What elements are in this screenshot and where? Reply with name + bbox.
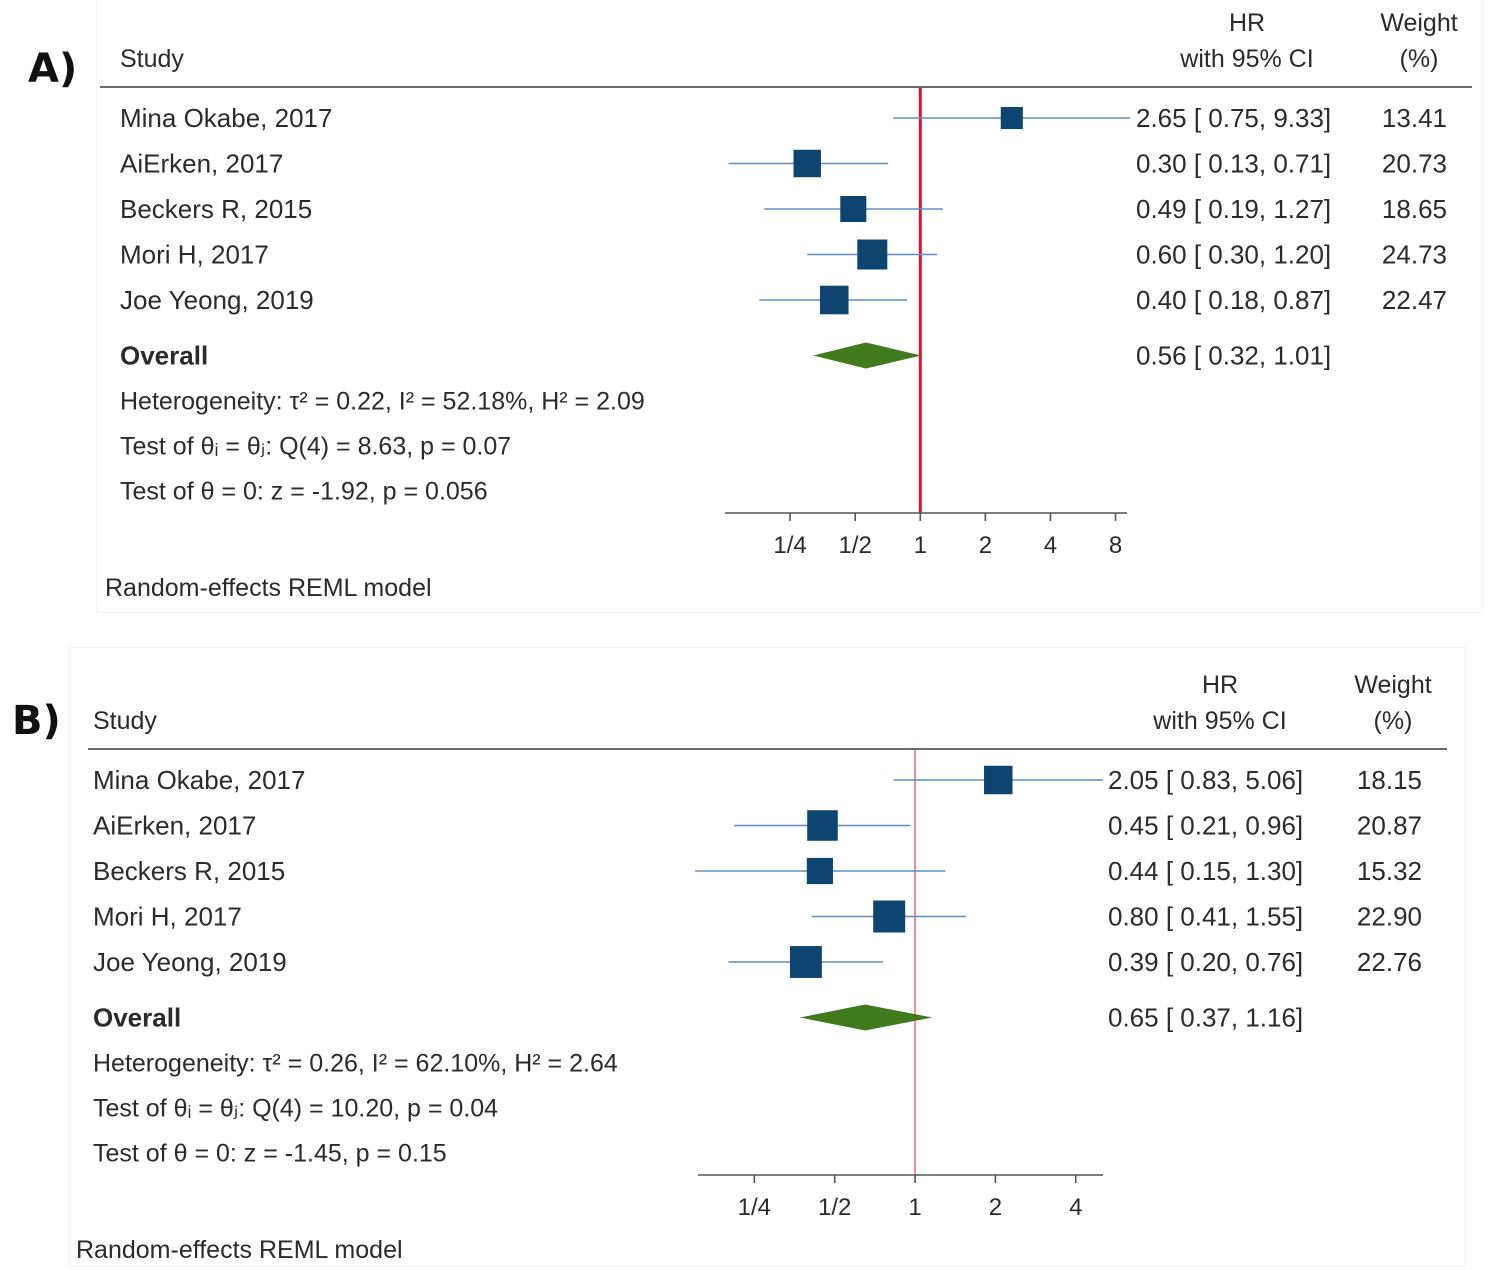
weight-value: 20.73 (1382, 149, 1447, 179)
study-label: AiErken, 2017 (120, 149, 283, 179)
heterogeneity-text: Heterogeneity: τ² = 0.26, I² = 62.10%, H… (93, 1050, 618, 1078)
hr-ci-value: 0.80 [ 0.41, 1.55] (1108, 902, 1303, 932)
forest-plot-b-svg: Study HR with 95% CI Weight (%) Mina Okabe, 2… (76, 671, 1447, 1264)
study-marker (1000, 106, 1023, 130)
study-label: Beckers R, 2015 (93, 856, 285, 886)
test-q-text: Test of θᵢ = θⱼ: Q(4) = 10.20, p = 0.04 (93, 1095, 498, 1123)
x-tick-label: 1/2 (818, 1194, 851, 1221)
study-marker (807, 810, 838, 841)
hr-ci-value: 0.49 [ 0.19, 1.27] (1136, 194, 1331, 224)
overall-label: Overall (120, 341, 208, 371)
study-marker (806, 857, 833, 885)
study-marker (840, 195, 867, 223)
x-tick-label: 1/2 (838, 532, 871, 559)
study-label: Joe Yeong, 2019 (120, 285, 314, 315)
x-tick-label: 1 (914, 532, 927, 559)
hr-ci-value: 2.65 [ 0.75, 9.33] (1136, 103, 1331, 133)
header-hr: HR (1202, 671, 1238, 699)
study-marker (873, 900, 906, 933)
weight-value: 22.90 (1357, 902, 1422, 932)
header-hr-ci: with 95% CI (1152, 707, 1286, 735)
forest-plot-a: Study HR with 95% CI Weight (%) Mina Okabe, 2… (97, 0, 1482, 612)
header-weight: Weight (1380, 9, 1457, 37)
x-tick-label: 4 (1069, 1194, 1082, 1221)
hr-ci-value: 0.45 [ 0.21, 0.96] (1108, 811, 1303, 841)
study-marker (984, 765, 1013, 795)
weight-value: 13.41 (1382, 103, 1447, 133)
study-marker (819, 285, 849, 315)
header-hr-ci: with 95% CI (1179, 45, 1313, 73)
x-tick-label: 1 (908, 1194, 921, 1221)
weight-value: 18.65 (1382, 194, 1447, 224)
weight-value: 18.15 (1357, 765, 1422, 795)
study-label: Mina Okabe, 2017 (120, 103, 332, 133)
study-label: Beckers R, 2015 (120, 194, 312, 224)
study-marker (793, 149, 821, 178)
hr-ci-value: 0.30 [ 0.13, 0.71] (1136, 149, 1331, 179)
hr-ci-value: 0.40 [ 0.18, 0.87] (1136, 285, 1331, 315)
panel-a-label: A) (28, 46, 78, 92)
weight-value: 20.87 (1357, 811, 1422, 841)
study-label: Mori H, 2017 (93, 902, 242, 932)
hr-ci-value: 0.60 [ 0.30, 1.20] (1136, 240, 1331, 270)
hr-ci-value: 2.05 [ 0.83, 5.06] (1108, 765, 1303, 795)
hr-ci-value: 0.39 [ 0.20, 0.76] (1108, 947, 1303, 977)
overall-diamond (799, 1004, 933, 1031)
heterogeneity-text: Heterogeneity: τ² = 0.22, I² = 52.18%, H… (120, 388, 645, 416)
test-z-text: Test of θ = 0: z = -1.45, p = 0.15 (93, 1140, 447, 1168)
overall-hr-ci: 0.56 [ 0.32, 1.01] (1136, 341, 1331, 371)
x-tick-label: 2 (989, 1194, 1002, 1221)
model-note: Random-effects REML model (105, 574, 432, 602)
hr-ci-value: 0.44 [ 0.15, 1.30] (1108, 856, 1303, 886)
study-label: Mori H, 2017 (120, 240, 269, 270)
model-note: Random-effects REML model (76, 1236, 403, 1264)
study-label: AiErken, 2017 (93, 811, 256, 841)
forest-plot-b: Study HR with 95% CI Weight (%) Mina Okabe, 2… (70, 648, 1465, 1266)
header-weight-pct: (%) (1374, 707, 1413, 735)
test-q-text: Test of θᵢ = θⱼ: Q(4) = 8.63, p = 0.07 (120, 433, 511, 461)
header-study: Study (93, 707, 157, 735)
forest-plot-a-svg: Study HR with 95% CI Weight (%) Mina Okabe, 2… (100, 9, 1472, 602)
panel-b-label: B) (12, 698, 61, 744)
header-weight: Weight (1354, 671, 1431, 699)
x-tick-label: 8 (1109, 532, 1122, 559)
test-z-text: Test of θ = 0: z = -1.92, p = 0.056 (120, 478, 488, 506)
header-study: Study (120, 45, 184, 73)
header-hr: HR (1229, 9, 1265, 37)
x-tick-label: 2 (979, 532, 992, 559)
study-label: Mina Okabe, 2017 (93, 765, 305, 795)
overall-diamond (813, 342, 922, 369)
weight-value: 22.47 (1382, 285, 1447, 315)
overall-label: Overall (93, 1003, 181, 1033)
weight-value: 24.73 (1382, 240, 1447, 270)
weight-value: 15.32 (1357, 856, 1422, 886)
x-tick-label: 1/4 (738, 1194, 771, 1221)
study-label: Joe Yeong, 2019 (93, 947, 287, 977)
weight-value: 22.76 (1357, 947, 1422, 977)
x-tick-label: 4 (1044, 532, 1057, 559)
study-marker (857, 239, 888, 270)
header-weight-pct: (%) (1400, 45, 1439, 73)
x-tick-label: 1/4 (773, 532, 806, 559)
overall-hr-ci: 0.65 [ 0.37, 1.16] (1108, 1003, 1303, 1033)
study-marker (789, 946, 822, 978)
